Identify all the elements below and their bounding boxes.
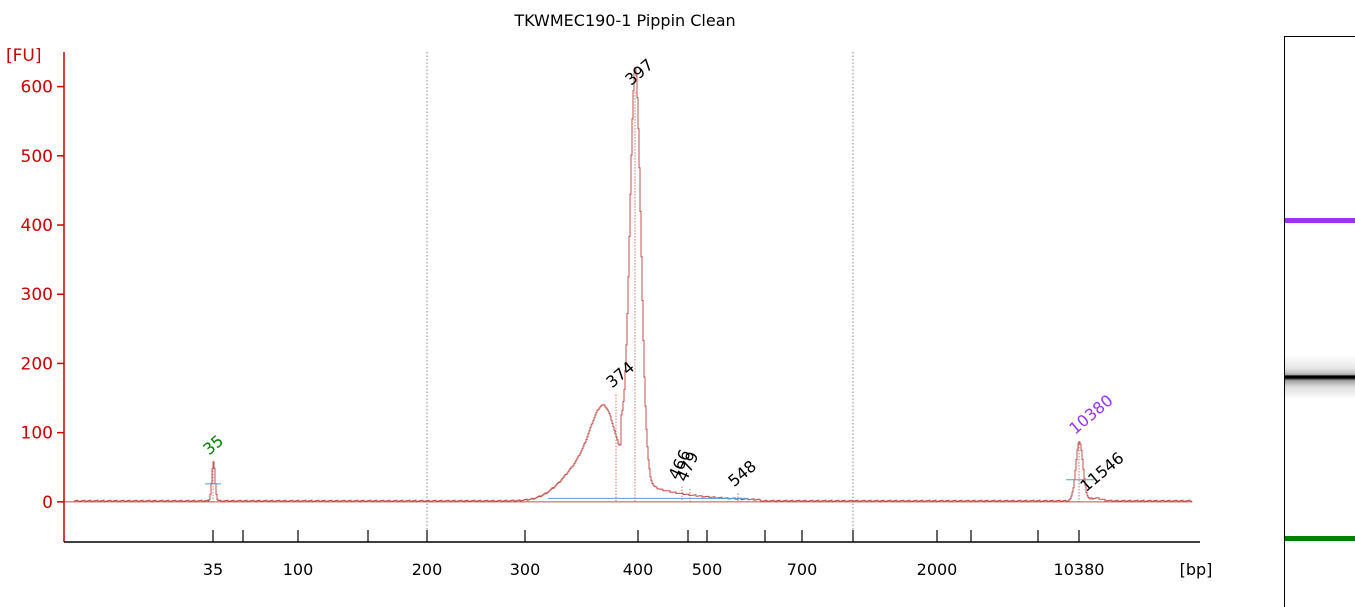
peak-label-374: 374 <box>602 357 638 391</box>
gel-band-upper-marker <box>1285 218 1355 223</box>
x-tick-label-200: 200 <box>412 560 443 579</box>
axes: 0 100 200 300 400 500 600 [FU] 35 100 200 300 400 500… <box>6 46 1212 579</box>
x-tick-label-100: 100 <box>283 560 314 579</box>
sample-trace <box>74 67 1193 503</box>
y-tick-label-0: 0 <box>42 493 53 513</box>
y-tick-label-300: 300 <box>21 285 53 305</box>
peak-label-548: 548 <box>724 456 760 490</box>
grid-lines <box>426 52 854 542</box>
x-tick-label-300: 300 <box>510 560 541 579</box>
x-tick-label-400: 400 <box>623 560 654 579</box>
y-axis-label: [FU] <box>6 46 42 66</box>
peak-label-35: 35 <box>199 431 227 459</box>
peak-label-397: 397 <box>621 55 657 89</box>
y-tick-label-500: 500 <box>21 147 53 167</box>
peak-label-10380: 10380 <box>1065 391 1116 438</box>
y-tick-label-400: 400 <box>21 216 53 236</box>
y-tick-label-100: 100 <box>21 424 53 444</box>
electropherogram-chart: TKWMEC190-1 Pippin Clean 0 100 200 300 400 50… <box>6 11 1212 579</box>
gel-band-sample <box>1285 355 1355 399</box>
x-tick-label-35: 35 <box>203 560 223 579</box>
x-axis-label: [bp] <box>1180 560 1213 579</box>
y-tick-label-200: 200 <box>21 354 53 374</box>
trace-layer <box>64 67 1193 503</box>
x-tick-label-10380: 10380 <box>1054 560 1105 579</box>
x-tick-label-500: 500 <box>692 560 723 579</box>
y-tick-label-600: 600 <box>21 78 53 98</box>
gel-band-lower-marker <box>1285 536 1355 541</box>
x-tick-label-2000: 2000 <box>917 560 958 579</box>
gel-lane <box>1284 36 1355 607</box>
x-tick-label-700: 700 <box>787 560 818 579</box>
chart-title: TKWMEC190-1 Pippin Clean <box>513 11 735 30</box>
